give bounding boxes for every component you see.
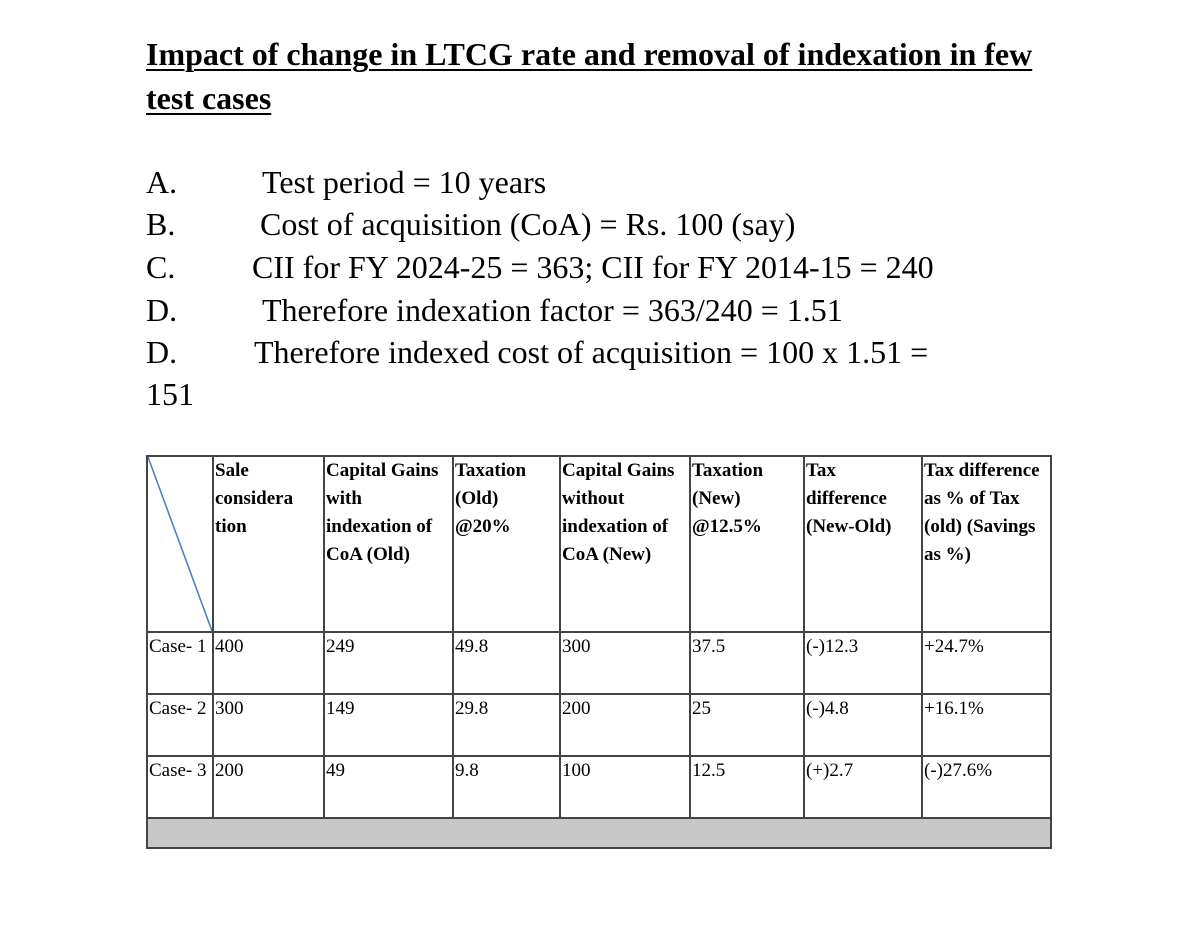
table-cell: 12.5	[689, 755, 805, 819]
table-cell: (-)27.6%	[921, 755, 1052, 819]
table-cell: (+)2.7	[803, 755, 923, 819]
table-cell: (-)4.8	[803, 693, 923, 757]
table-cell: 49	[323, 755, 454, 819]
header-cell: Capital Gains with indexation of CoA (Ol…	[323, 455, 454, 633]
diagonal-line-icon	[149, 458, 211, 630]
point-text: Therefore indexed cost of acquisition = …	[254, 334, 929, 370]
point-letter: A.	[146, 164, 178, 200]
point-letter: D.	[146, 334, 178, 370]
table-cell: 149	[323, 693, 454, 757]
table-cell: 200	[212, 755, 325, 819]
header-cell: Sale considera tion	[212, 455, 325, 633]
point-wrap-value: 151	[146, 376, 194, 412]
table-cell: 37.5	[689, 631, 805, 695]
table-header-row: Sale considera tion Capital Gains with i…	[146, 455, 1052, 633]
point-letter: C.	[146, 249, 176, 285]
header-cell: Tax difference (New-Old)	[803, 455, 923, 633]
table-cell: 300	[559, 631, 691, 695]
point-letter: D.	[146, 292, 178, 328]
page-title: Impact of change in LTCG rate and remova…	[146, 36, 1033, 116]
table-row: Case- 3 200 49 9.8 100 12.5 (+)2.7 (-)27…	[146, 755, 1052, 819]
table-cell: 300	[212, 693, 325, 757]
corner-cell	[146, 455, 214, 633]
point-text: CII for FY 2024-25 = 363; CII for FY 201…	[252, 249, 934, 285]
table-cell: 25	[689, 693, 805, 757]
header-cell: Taxation (New) @12.5%	[689, 455, 805, 633]
table-cell: (-)12.3	[803, 631, 923, 695]
table-cell: 9.8	[452, 755, 561, 819]
point-text: Test period = 10 years	[262, 164, 547, 200]
table-row: Case- 1 400 249 49.8 300 37.5 (-)12.3 +2…	[146, 631, 1052, 695]
header-cell: Capital Gains without indexation of CoA …	[559, 455, 691, 633]
table-cell: 100	[559, 755, 691, 819]
table-row: Case- 2 300 149 29.8 200 25 (-)4.8 +16.1…	[146, 693, 1052, 757]
table-cell: +16.1%	[921, 693, 1052, 757]
table-cell: Case- 2	[146, 693, 214, 757]
footer-band-cell	[146, 817, 1052, 849]
table-cell: Case- 3	[146, 755, 214, 819]
point-text: Therefore indexation factor = 363/240 = …	[262, 292, 843, 328]
point-text: Cost of acquisition (CoA) = Rs. 100 (say…	[260, 206, 796, 242]
comparison-table: Sale considera tion Capital Gains with i…	[146, 455, 1052, 849]
table-cell: Case- 1	[146, 631, 214, 695]
table-cell: 249	[323, 631, 454, 695]
table-cell: 200	[559, 693, 691, 757]
table-cell: 49.8	[452, 631, 561, 695]
table-footer-band	[146, 817, 1052, 849]
table-cell: 29.8	[452, 693, 561, 757]
point-letter: B.	[146, 206, 176, 242]
header-cell: Taxation (Old) @20%	[452, 455, 561, 633]
header-cell: Tax difference as % of Tax (old) (Saving…	[921, 455, 1052, 633]
table-cell: 400	[212, 631, 325, 695]
table-cell: +24.7%	[921, 631, 1052, 695]
